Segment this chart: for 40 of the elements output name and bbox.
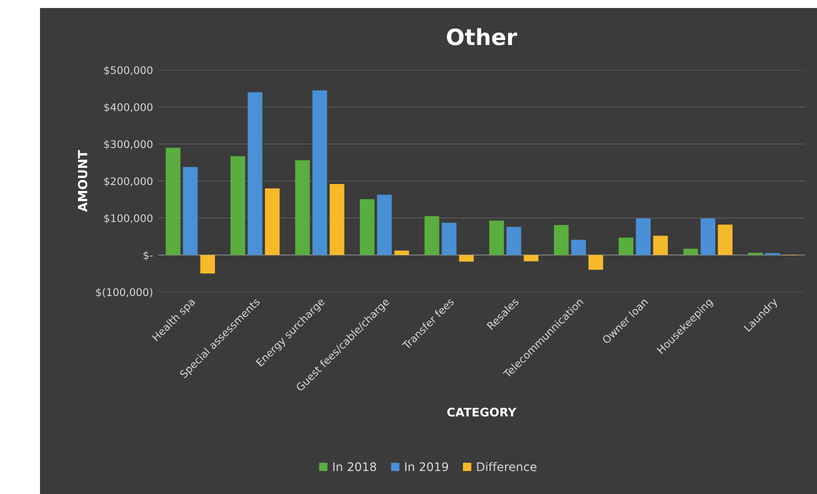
legend-label: In 2018 xyxy=(333,462,376,472)
bar xyxy=(183,166,198,255)
y-tick-label: $300,000 xyxy=(104,140,152,150)
bar xyxy=(636,218,651,255)
bar xyxy=(618,238,634,255)
bar xyxy=(718,224,733,255)
bar xyxy=(489,220,504,255)
bar xyxy=(166,148,180,255)
bar xyxy=(360,199,375,255)
y-tick-label: $- xyxy=(144,251,153,260)
y-tick-label: $200,000 xyxy=(104,177,152,186)
bar xyxy=(394,250,410,255)
bar xyxy=(506,226,522,255)
bar xyxy=(588,255,604,270)
bar xyxy=(312,90,328,255)
bar xyxy=(230,156,246,255)
bar xyxy=(571,240,586,255)
bar xyxy=(248,92,262,255)
legend-label: Difference xyxy=(477,462,536,472)
y-axis-title: AMOUNT xyxy=(78,150,88,212)
bar xyxy=(264,188,280,255)
y-tick-label: $400,000 xyxy=(104,103,152,112)
bar xyxy=(683,248,698,255)
bar xyxy=(424,216,440,255)
y-tick-label: $500,000 xyxy=(104,66,152,76)
bar xyxy=(524,255,538,262)
chart-title: Other xyxy=(446,28,518,46)
y-tick-label: $(100,000) xyxy=(96,288,152,298)
bar xyxy=(295,160,310,255)
bar xyxy=(554,225,569,255)
y-tick-label: $100,000 xyxy=(104,214,152,224)
bar xyxy=(200,255,215,274)
x-axis-title: CATEGORY xyxy=(447,408,516,417)
bar xyxy=(377,194,392,255)
legend-label: In 2019 xyxy=(405,462,448,472)
bar xyxy=(700,218,716,255)
bar xyxy=(442,222,456,255)
bar xyxy=(330,184,344,255)
bar xyxy=(459,255,474,262)
bar xyxy=(653,236,668,255)
